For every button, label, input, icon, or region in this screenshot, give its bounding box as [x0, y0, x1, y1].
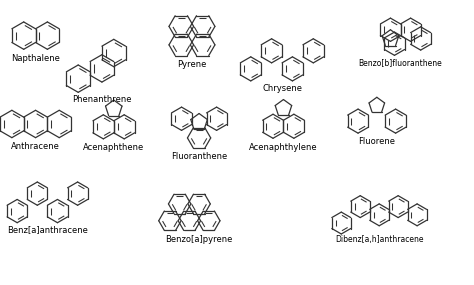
Text: Anthracene: Anthracene: [11, 142, 60, 151]
Text: Chrysene: Chrysene: [262, 84, 302, 93]
Text: Fluoranthene: Fluoranthene: [171, 152, 227, 161]
Text: Phenanthrene: Phenanthrene: [72, 95, 132, 104]
Text: Dibenz[a,h]anthracene: Dibenz[a,h]anthracene: [335, 235, 423, 245]
Text: Benz[a]anthracene: Benz[a]anthracene: [7, 225, 88, 235]
Text: Benzo[b]fluoranthene: Benzo[b]fluoranthene: [359, 58, 442, 67]
Text: Benzo[a]pyrene: Benzo[a]pyrene: [165, 235, 233, 244]
Text: Napthalene: Napthalene: [11, 54, 60, 63]
Text: Pyrene: Pyrene: [177, 60, 207, 69]
Text: Acenaphthene: Acenaphthene: [83, 143, 145, 152]
Text: Acenaphthylene: Acenaphthylene: [249, 142, 318, 152]
Text: Fluorene: Fluorene: [358, 137, 395, 146]
